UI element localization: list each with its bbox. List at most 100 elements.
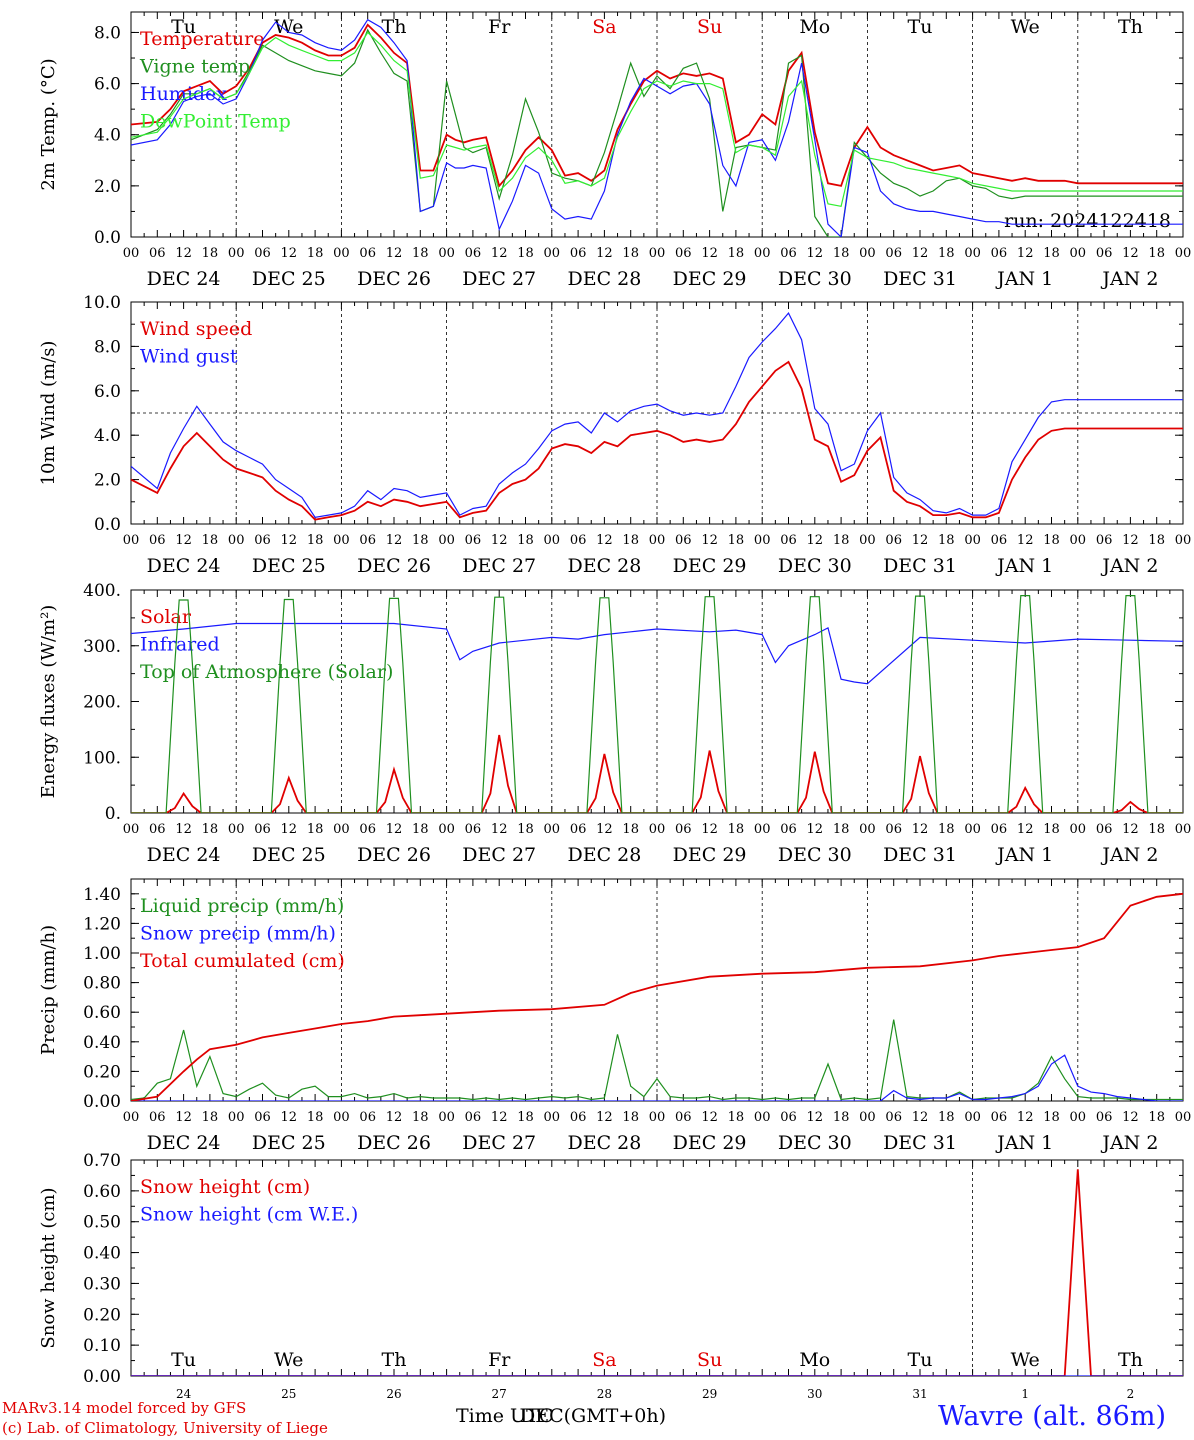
hour-label: 12 <box>701 246 718 261</box>
hour-label: 00 <box>228 533 245 548</box>
hour-label: 18 <box>728 246 745 261</box>
legend-entry: Humidex <box>140 83 227 105</box>
hour-label: 06 <box>1096 246 1113 261</box>
hour-label: 06 <box>1096 822 1113 837</box>
hour-label: 00 <box>544 1110 561 1125</box>
hour-label: 12 <box>807 533 824 548</box>
weekday-label: We <box>274 1349 303 1371</box>
hour-label: 18 <box>412 246 429 261</box>
hour-label: 06 <box>780 246 797 261</box>
y-tick-label: 0.30 <box>83 1274 121 1294</box>
date-label: DEC 30 <box>778 268 852 290</box>
hour-label: 06 <box>885 1110 902 1125</box>
date-label: DEC 29 <box>673 268 747 290</box>
hour-label: 06 <box>885 822 902 837</box>
hour-label: 00 <box>228 1110 245 1125</box>
hour-label: 12 <box>1017 822 1034 837</box>
hour-label: 12 <box>281 822 298 837</box>
y-tick-label: 100. <box>83 748 121 768</box>
hour-label: 06 <box>359 822 376 837</box>
hour-label: 06 <box>780 533 797 548</box>
weekday-label: We <box>1011 16 1040 38</box>
hour-label: 00 <box>544 822 561 837</box>
hour-label: 18 <box>622 1110 639 1125</box>
weekday-label: Mo <box>799 16 830 38</box>
hour-label: 18 <box>622 822 639 837</box>
hour-label: 12 <box>281 246 298 261</box>
hour-label: 18 <box>1148 533 1165 548</box>
hour-label: 00 <box>649 246 666 261</box>
hour-label: 18 <box>307 1110 324 1125</box>
hour-label: 06 <box>991 533 1008 548</box>
date-label: DEC 25 <box>252 844 326 866</box>
legend-entry: Snow height (cm) <box>140 1176 310 1198</box>
hour-label: 12 <box>1122 533 1139 548</box>
y-tick-label: 4.0 <box>94 126 121 146</box>
legend-entry: Liquid precip (mm/h) <box>140 895 344 917</box>
weekday-label: Tu <box>171 16 196 38</box>
hour-label: 00 <box>1175 533 1192 548</box>
legend-entry: Snow precip (mm/h) <box>140 923 336 945</box>
hour-label: 12 <box>491 533 508 548</box>
weekday-label: Tu <box>908 16 933 38</box>
hour-label: 06 <box>359 246 376 261</box>
hour-label: 18 <box>728 822 745 837</box>
date-label: DEC 31 <box>883 268 957 290</box>
hour-label: 12 <box>596 822 613 837</box>
hour-label: 18 <box>728 1110 745 1125</box>
hour-label: 18 <box>1148 1110 1165 1125</box>
hour-label: 00 <box>1175 822 1192 837</box>
day-number-label: 26 <box>386 1387 401 1401</box>
weekday-label: Th <box>382 1349 407 1371</box>
hour-label: 12 <box>596 1110 613 1125</box>
hour-label: 12 <box>807 1110 824 1125</box>
hour-label: 18 <box>307 822 324 837</box>
series-line <box>131 312 1183 518</box>
date-label: DEC 28 <box>567 844 641 866</box>
date-label: DEC 27 <box>462 844 536 866</box>
weekday-label: Tu <box>171 1349 196 1371</box>
hour-label: 00 <box>1175 1110 1192 1125</box>
weekday-label: We <box>274 16 303 38</box>
date-label: DEC 29 <box>673 555 747 577</box>
date-label: DEC 24 <box>147 1132 221 1154</box>
hour-label: 00 <box>964 533 981 548</box>
y-tick-label: 400. <box>83 581 121 601</box>
date-label: JAN 1 <box>995 1132 1053 1154</box>
hour-label: 12 <box>175 1110 192 1125</box>
date-label: JAN 1 <box>995 268 1053 290</box>
day-number-label: 31 <box>912 1387 927 1401</box>
y-axis-label: Energy fluxes (W/m²) <box>38 605 59 799</box>
hour-label: 06 <box>1096 533 1113 548</box>
series-line <box>131 1169 1183 1376</box>
y-tick-label: 6.0 <box>94 382 121 402</box>
series-line <box>131 31 1183 207</box>
hour-label: 06 <box>359 533 376 548</box>
hour-label: 12 <box>807 822 824 837</box>
date-label: DEC 30 <box>778 844 852 866</box>
hour-label: 18 <box>412 822 429 837</box>
day-number-label: 25 <box>281 1387 296 1401</box>
hour-label: 12 <box>701 533 718 548</box>
date-label: DEC 27 <box>462 555 536 577</box>
panel-2: 0.0 2.0 4.0 6.0 8.0 10.0 10m Wind (m/s) 00 06 12 1… <box>38 293 1191 577</box>
y-tick-label: 1.00 <box>83 944 121 964</box>
hour-label: 00 <box>228 246 245 261</box>
station-name: Wavre (alt. 86m) <box>938 1401 1166 1432</box>
date-label: DEC 27 <box>462 268 536 290</box>
date-label: DEC 24 <box>147 844 221 866</box>
hour-label: 00 <box>123 533 140 548</box>
hour-label: 00 <box>754 246 771 261</box>
date-label: JAN 1 <box>995 555 1053 577</box>
hour-label: 00 <box>1070 533 1087 548</box>
hour-label: 18 <box>307 246 324 261</box>
hour-label: 12 <box>701 1110 718 1125</box>
hour-label: 06 <box>465 533 482 548</box>
hour-label: 00 <box>333 533 350 548</box>
hour-label: 00 <box>859 822 876 837</box>
hour-label: 06 <box>254 533 271 548</box>
date-label: DEC 25 <box>252 268 326 290</box>
hour-label: 12 <box>175 246 192 261</box>
hour-label: 06 <box>149 246 166 261</box>
legend-entry: Snow height (cm W.E.) <box>140 1204 358 1226</box>
